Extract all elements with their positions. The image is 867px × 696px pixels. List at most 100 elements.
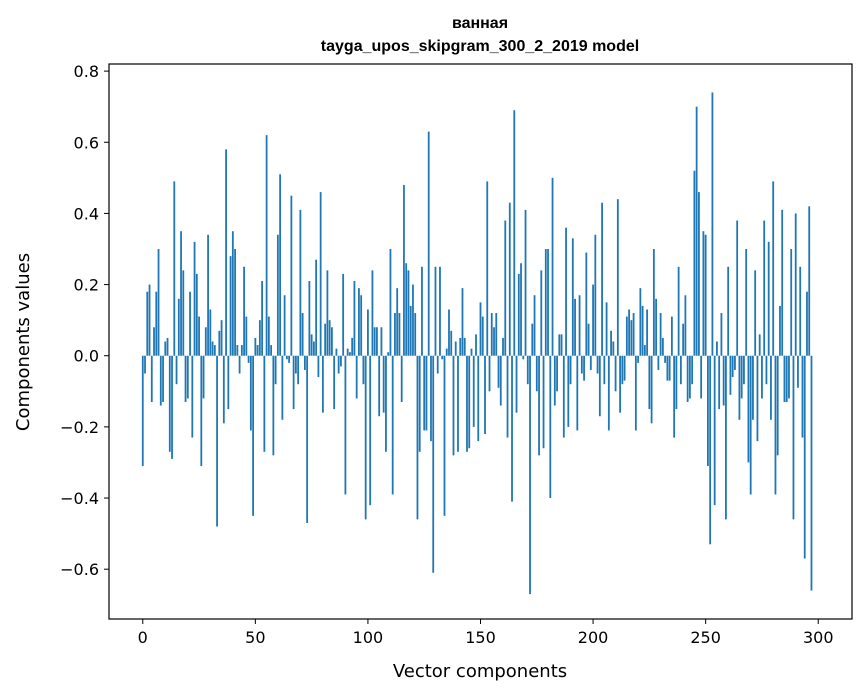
bar <box>619 355 621 413</box>
bar <box>700 355 703 399</box>
bar <box>249 355 252 431</box>
bar <box>630 320 633 356</box>
bar <box>445 348 448 356</box>
bar <box>168 355 171 452</box>
bar <box>378 355 381 417</box>
bar <box>736 220 739 356</box>
bar <box>529 355 531 595</box>
bar <box>765 355 768 385</box>
bar <box>216 355 218 527</box>
bar <box>718 355 721 410</box>
bar <box>729 355 732 395</box>
bar <box>740 355 743 399</box>
bar <box>580 355 583 374</box>
bar <box>484 355 486 434</box>
bar <box>443 355 446 516</box>
bar <box>459 337 462 356</box>
bar <box>761 355 763 399</box>
bar <box>353 281 356 356</box>
bar <box>767 241 770 356</box>
bar <box>166 337 169 356</box>
bar <box>542 355 545 449</box>
bar <box>583 355 585 381</box>
bar <box>252 355 254 516</box>
bar <box>254 337 257 356</box>
bar <box>380 327 383 356</box>
bar <box>794 213 797 356</box>
bar <box>684 295 687 356</box>
bar <box>369 355 372 506</box>
bar <box>709 355 712 545</box>
bar <box>632 313 635 356</box>
bar <box>180 231 182 356</box>
bar <box>806 291 808 356</box>
bar <box>713 355 716 506</box>
x-tick-label: 150 <box>465 628 496 647</box>
bar <box>475 334 477 356</box>
bar <box>155 291 158 356</box>
bar <box>146 291 149 356</box>
bar <box>450 330 453 356</box>
bar <box>405 263 408 356</box>
bar <box>290 195 293 356</box>
bar <box>317 355 320 378</box>
y-tick-label: 0.4 <box>74 204 99 223</box>
bar <box>364 355 367 520</box>
bar <box>204 327 207 356</box>
bar <box>774 355 777 495</box>
bar <box>349 352 351 356</box>
bar <box>605 302 608 356</box>
bar <box>621 355 624 385</box>
bar <box>673 355 676 438</box>
bar <box>810 355 813 591</box>
bar <box>321 355 324 413</box>
bar <box>625 316 628 356</box>
bar <box>211 341 214 356</box>
bar <box>457 355 459 452</box>
bar <box>544 249 547 356</box>
bar <box>418 355 421 452</box>
bar <box>421 266 423 356</box>
bar <box>303 355 306 370</box>
x-tick-label: 250 <box>690 628 721 647</box>
bar <box>711 92 714 356</box>
y-tick-label: −0.4 <box>60 489 99 508</box>
bar <box>641 305 644 356</box>
bar <box>725 355 727 520</box>
bar <box>448 309 450 356</box>
bar <box>193 241 196 356</box>
bar <box>184 355 187 402</box>
y-tick-label: 0.2 <box>74 276 99 295</box>
bar <box>189 291 191 356</box>
bar <box>468 355 471 449</box>
bar <box>159 355 162 406</box>
bar <box>722 355 725 406</box>
bar <box>148 284 151 356</box>
bar <box>342 273 345 356</box>
bar <box>495 313 498 356</box>
bar <box>310 334 313 356</box>
bar <box>556 355 558 392</box>
bar <box>553 355 556 406</box>
bar <box>367 309 369 356</box>
bar <box>186 355 189 399</box>
bar <box>517 273 520 356</box>
bar <box>783 355 786 402</box>
bar <box>396 288 399 356</box>
bar <box>716 341 718 356</box>
bar <box>743 355 745 385</box>
bar <box>601 202 603 356</box>
bar <box>598 355 601 417</box>
bar <box>238 355 241 374</box>
bar <box>668 355 671 381</box>
bar <box>222 355 225 424</box>
bar <box>256 345 259 356</box>
bar <box>436 355 439 374</box>
bar <box>331 327 333 356</box>
bar <box>355 355 358 399</box>
bar <box>308 281 311 356</box>
bar <box>283 295 286 356</box>
bar <box>236 345 239 356</box>
bar <box>607 355 610 431</box>
bar <box>441 355 444 360</box>
